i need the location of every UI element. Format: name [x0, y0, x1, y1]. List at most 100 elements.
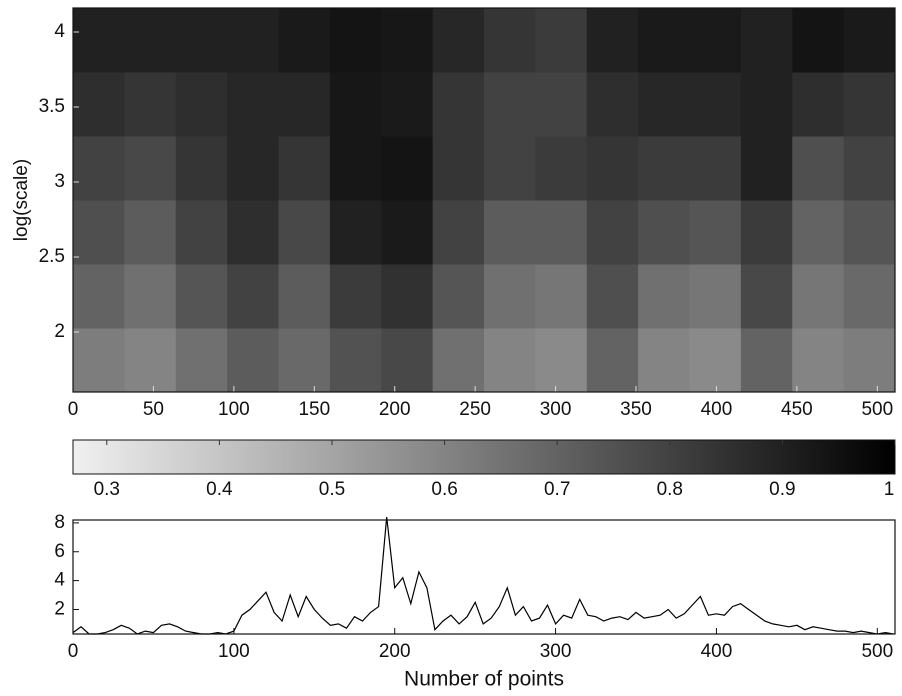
heatmap-cell — [689, 8, 742, 73]
heatmap-cell — [484, 264, 536, 329]
x-tick-label: 300 — [540, 399, 572, 420]
heatmap-cell — [381, 328, 434, 393]
heatmap-cell — [843, 8, 896, 73]
y-tick-label: 2 — [54, 598, 65, 619]
heatmap-cell — [175, 328, 228, 393]
colorbar-tick-label: 0.8 — [657, 479, 683, 500]
heatmap-cell — [124, 136, 177, 201]
heatmap-cell — [227, 200, 279, 265]
heatmap-cell — [586, 72, 639, 137]
x-tick-label: 300 — [540, 641, 572, 662]
heatmap-cell — [124, 328, 177, 393]
heatmap-cell — [638, 264, 690, 329]
y-tick-label: 3.5 — [39, 96, 65, 117]
heatmap-cell — [381, 136, 434, 201]
plot-frame — [72, 7, 896, 393]
x-tick-label: 350 — [620, 399, 652, 420]
heatmap-cell — [175, 200, 228, 265]
heatmap-cell — [381, 264, 434, 329]
heatmap-cell — [638, 8, 690, 73]
heatmap-cell — [843, 328, 896, 393]
heatmap-cell — [586, 8, 639, 73]
heatmap-cell — [329, 136, 382, 201]
heatmap-cell — [484, 8, 536, 73]
y-tick-label: 2 — [54, 321, 65, 342]
y-tick-label: 3 — [54, 171, 65, 192]
colorbar-tick-label: 0.9 — [769, 479, 795, 500]
y-tick-label: 8 — [54, 512, 65, 533]
heatmap-cell — [638, 328, 690, 393]
y-axis-label: log(scale) — [11, 159, 32, 241]
heatmap-cell — [381, 72, 434, 137]
heatmap-cell — [432, 72, 485, 137]
heatmap-cell — [535, 136, 588, 201]
heatmap-cell — [432, 200, 485, 265]
heatmap-cell — [484, 72, 536, 137]
heatmap-cell — [278, 72, 331, 137]
heatmap-cell — [535, 200, 588, 265]
heatmap-cell — [124, 264, 177, 329]
heatmap-cell — [278, 264, 331, 329]
heatmap-cell — [227, 264, 279, 329]
x-tick-label: 500 — [861, 399, 893, 420]
heatmap-cell — [689, 200, 742, 265]
heatmap-cell — [535, 328, 588, 393]
y-tick-label: 6 — [54, 541, 65, 562]
heatmap-cell — [329, 72, 382, 137]
heatmap-cell — [843, 264, 896, 329]
heatmap-cell — [586, 136, 639, 201]
heatmap-cell — [329, 200, 382, 265]
colorbar-tick-label: 0.7 — [544, 479, 570, 500]
heatmap-cell — [792, 136, 845, 201]
heatmap-cell — [175, 136, 228, 201]
heatmap-cell — [586, 200, 639, 265]
heatmap-cell — [329, 328, 382, 393]
heatmap-cell — [73, 264, 125, 329]
x-tick-label: 100 — [218, 641, 250, 662]
heatmap-cell — [278, 136, 331, 201]
heatmap-cell — [740, 200, 793, 265]
x-tick-label: 450 — [781, 399, 813, 420]
heatmap-cell — [73, 136, 125, 201]
heatmap-cell — [638, 72, 690, 137]
heatmap-cell — [227, 136, 279, 201]
x-tick-label: 100 — [218, 399, 250, 420]
heatmap-cell — [484, 136, 536, 201]
x-tick-label: 50 — [143, 399, 164, 420]
heatmap-cell — [843, 72, 896, 137]
x-tick-label: 400 — [701, 399, 733, 420]
heatmap-cell — [740, 136, 793, 201]
heatmap-cell — [843, 200, 896, 265]
heatmap-cell — [381, 200, 434, 265]
colorbar-tick-label: 0.5 — [319, 479, 345, 500]
colorbar-tick-label: 0.3 — [94, 479, 120, 500]
heatmap-cell — [73, 72, 125, 137]
x-tick-label: 200 — [379, 399, 411, 420]
heatmap-cell — [278, 328, 331, 393]
heatmap-cell — [638, 136, 690, 201]
heatmap-cell — [124, 200, 177, 265]
heatmap-cell — [73, 200, 125, 265]
heatmap-cell — [586, 328, 639, 393]
x-axis-label: Number of points — [404, 668, 564, 691]
heatmap-cell — [329, 8, 382, 73]
heatmap-cell — [689, 264, 742, 329]
heatmap-cell — [689, 72, 742, 137]
heatmap-cell — [227, 72, 279, 137]
heatmap-cell — [535, 264, 588, 329]
heatmap-cell — [73, 8, 125, 73]
x-tick-label: 0 — [68, 399, 79, 420]
y-tick-label: 4 — [54, 570, 65, 591]
heatmap-cell — [689, 136, 742, 201]
heatmap-cell — [740, 264, 793, 329]
data-line — [72, 517, 894, 635]
heatmap-cell — [432, 264, 485, 329]
heatmap-cell — [535, 72, 588, 137]
heatmap-cell — [689, 328, 742, 393]
heatmap-cell — [535, 8, 588, 73]
heatmap-cell — [740, 72, 793, 137]
colorbar-tick-label: 0.6 — [431, 479, 457, 500]
heatmap-cell — [432, 136, 485, 201]
heatmap-cell — [227, 328, 279, 393]
